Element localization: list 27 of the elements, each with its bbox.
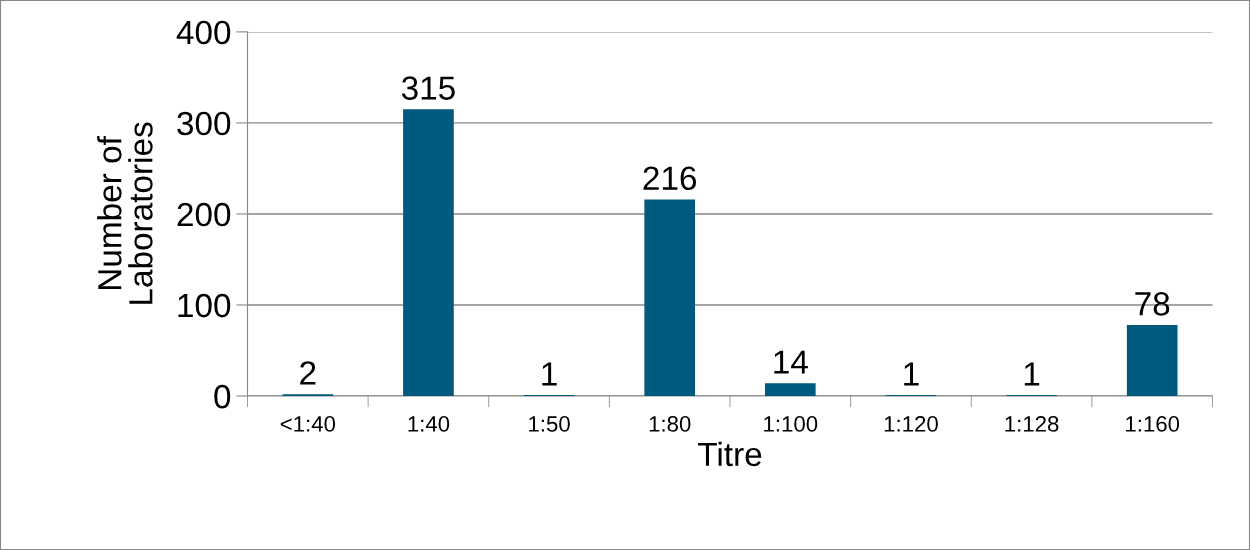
data-label: 1 <box>542 362 557 386</box>
x-tick-label: 1:100 <box>764 416 818 432</box>
bar <box>644 199 696 396</box>
x-tick-label: 1:120 <box>884 416 938 432</box>
y-tick-label: 0 <box>214 384 231 409</box>
y-axis-title: Number of Laboratories <box>97 122 153 304</box>
data-label: 2 <box>300 361 316 385</box>
x-tick-label: 1:50 <box>529 416 570 432</box>
data-label: 1 <box>1024 362 1040 386</box>
bar <box>403 109 454 396</box>
data-label: 78 <box>1135 292 1170 316</box>
x-tick-label: 1:128 <box>1005 416 1059 432</box>
data-label: 216 <box>643 166 697 191</box>
data-label: 14 <box>774 350 808 374</box>
x-tick-label: 1:160 <box>1126 416 1180 432</box>
bar <box>1126 325 1178 396</box>
y-tick-label: 400 <box>176 20 231 45</box>
x-tick-label: <1:40 <box>280 416 336 432</box>
bar <box>764 383 816 396</box>
x-tick-label: 1:80 <box>649 416 691 432</box>
y-tick-label: 300 <box>177 111 231 136</box>
data-label: 1 <box>904 362 919 386</box>
x-axis-title: Titre <box>698 441 762 467</box>
data-label: 315 <box>401 76 455 100</box>
y-tick-label: 100 <box>178 293 231 318</box>
y-tick-label: 200 <box>177 202 231 227</box>
x-tick-label: 1:40 <box>408 416 450 432</box>
